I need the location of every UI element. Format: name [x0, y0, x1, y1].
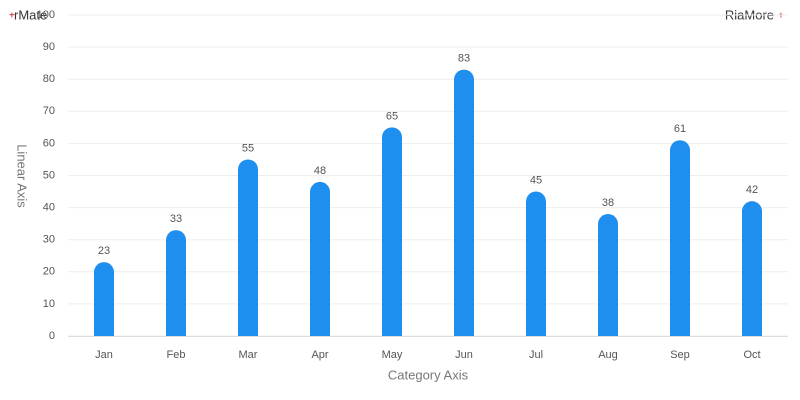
- data-label: 55: [242, 142, 254, 154]
- data-label: 48: [314, 165, 326, 177]
- bar: [94, 262, 114, 336]
- x-tick-label: Aug: [598, 349, 618, 361]
- y-tick-label: 100: [37, 9, 55, 21]
- data-label: 33: [170, 213, 182, 225]
- data-label: 23: [98, 245, 110, 257]
- bar: [310, 181, 330, 336]
- y-tick-label: 80: [43, 73, 55, 85]
- x-tick-label: Jul: [529, 349, 543, 361]
- data-label: 83: [458, 52, 470, 64]
- data-label: 61: [674, 123, 686, 135]
- x-tick-label: May: [382, 349, 403, 361]
- x-tick-label: Apr: [311, 349, 328, 361]
- data-label: 38: [602, 197, 614, 209]
- bar: [166, 230, 186, 336]
- data-label: 45: [530, 174, 542, 186]
- y-tick-label: 60: [43, 137, 55, 149]
- corner-icon: +: [778, 11, 784, 22]
- bar: [238, 159, 258, 336]
- x-tick-label: Sep: [670, 349, 690, 361]
- bar: [598, 214, 618, 336]
- corner-text-left: rMate: [14, 7, 47, 22]
- x-axis-title: Category Axis: [388, 367, 469, 382]
- x-tick-label: Oct: [743, 349, 760, 361]
- y-axis-title: Linear Axis: [15, 144, 30, 208]
- bar: [454, 69, 474, 336]
- y-tick-label: 10: [43, 298, 55, 310]
- bar: [670, 140, 690, 336]
- bar: [742, 201, 762, 336]
- data-label: 65: [386, 110, 398, 122]
- x-tick-label: Jan: [95, 349, 113, 361]
- y-tick-label: 20: [43, 266, 55, 278]
- data-label: 42: [746, 184, 758, 196]
- bar: [382, 127, 402, 336]
- corner-icon: +: [9, 11, 15, 22]
- y-tick-label: 50: [43, 169, 55, 181]
- y-tick-label: 0: [49, 330, 55, 342]
- y-tick-label: 30: [43, 234, 55, 246]
- x-tick-label: Mar: [239, 349, 258, 361]
- x-tick-label: Jun: [455, 349, 473, 361]
- bar: [526, 191, 546, 336]
- y-tick-label: 90: [43, 41, 55, 53]
- x-tick-label: Feb: [167, 349, 186, 361]
- y-tick-label: 40: [43, 202, 55, 214]
- y-tick-label: 70: [43, 105, 55, 117]
